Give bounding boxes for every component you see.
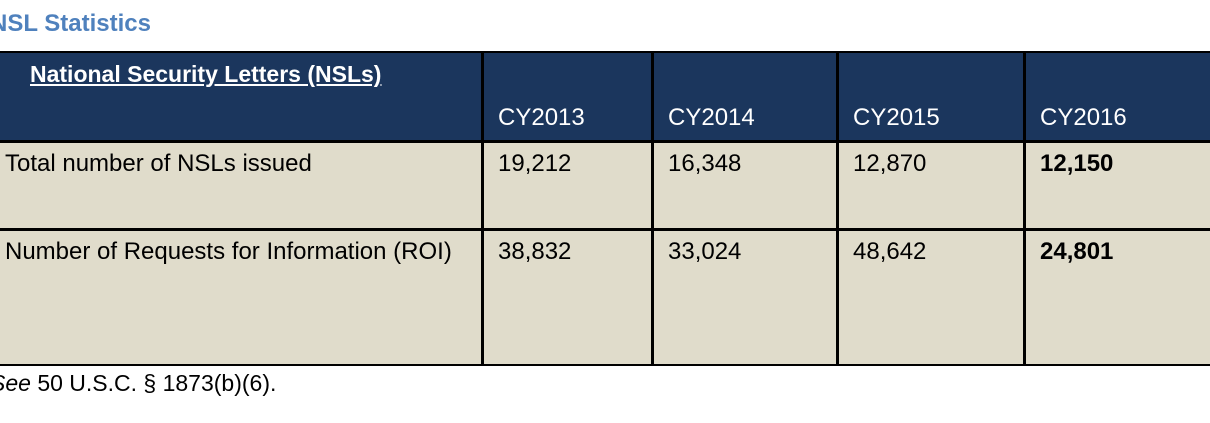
cell-value: 16,348 — [668, 150, 742, 177]
header-cell — [482, 51, 653, 142]
column-header: CY2016 — [1040, 104, 1127, 131]
cell-value: 12,870 — [853, 150, 927, 177]
column-header: CY2014 — [668, 104, 755, 131]
header-cell — [0, 51, 483, 142]
header-cell — [837, 51, 1025, 142]
data-cell — [1024, 229, 1210, 366]
cell-value: 38,832 — [498, 238, 572, 265]
row-label-cell — [0, 141, 483, 230]
cell-value: 19,212 — [498, 150, 572, 177]
data-cell — [652, 229, 838, 366]
section-title: NSL Statistics — [0, 10, 151, 37]
data-cell — [652, 141, 838, 230]
data-cell — [1024, 141, 1210, 230]
row-label: Total number of NSLs issued — [5, 150, 312, 177]
cell-value: 24,801 — [1040, 238, 1114, 265]
data-cell — [482, 229, 653, 366]
footnote: See 50 U.S.C. § 1873(b)(6). — [0, 370, 276, 397]
cell-value: 48,642 — [853, 238, 927, 265]
footnote-emphasis: See — [0, 370, 31, 396]
footnote-text: 50 U.S.C. § 1873(b)(6). — [37, 370, 277, 396]
row-label: Number of Requests for Information (ROI) — [5, 238, 452, 265]
cell-value: 12,150 — [1040, 150, 1114, 177]
cell-value: 33,024 — [668, 238, 742, 265]
column-header: CY2013 — [498, 104, 585, 131]
row-label-cell — [0, 229, 483, 366]
data-cell — [837, 141, 1025, 230]
column-header: CY2015 — [853, 104, 940, 131]
header-title: National Security Letters (NSLs) — [30, 61, 382, 87]
data-cell — [837, 229, 1025, 366]
